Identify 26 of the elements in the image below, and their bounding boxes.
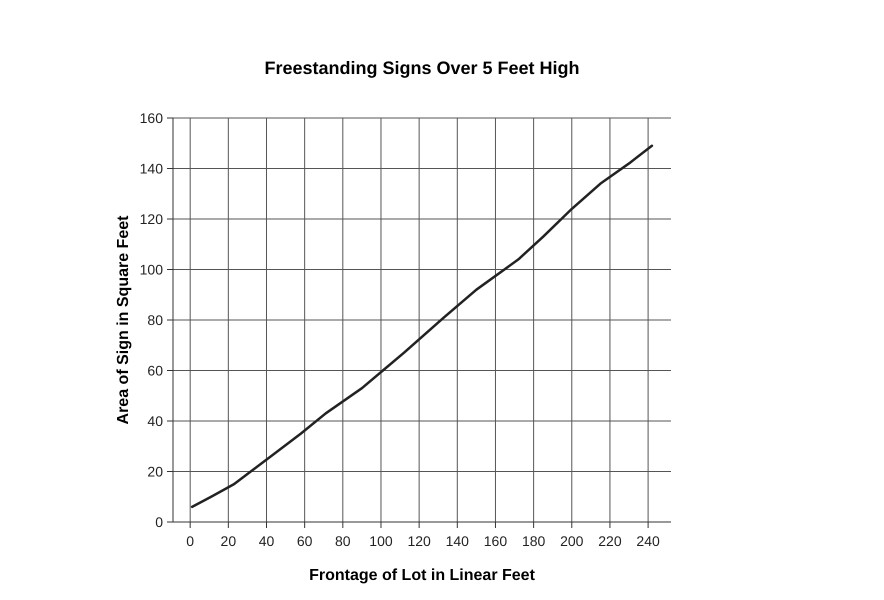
x-tick-label: 40 — [258, 533, 274, 549]
line-series — [190, 144, 654, 508]
x-tick-label: 120 — [407, 533, 432, 549]
y-tick-label: 60 — [147, 362, 164, 378]
x-tick-label: 60 — [296, 533, 313, 549]
y-tick-label: 0 — [155, 514, 164, 530]
x-tick-label: 20 — [220, 533, 236, 549]
y-tick-label: 40 — [147, 413, 164, 429]
x-tick-label: 220 — [598, 533, 622, 549]
x-tick-label: 100 — [369, 533, 393, 549]
y-tick-label: 20 — [147, 464, 164, 480]
chart-title: Freestanding Signs Over 5 Feet High — [264, 58, 580, 78]
y-axis-title: Area of Sign in Square Feet — [115, 214, 132, 424]
x-tick-label: 80 — [335, 533, 351, 549]
x-axis-title: Frontage of Lot in Linear Feet — [309, 567, 536, 584]
x-tick-label: 140 — [446, 533, 470, 549]
y-tick-label: 80 — [147, 312, 164, 328]
x-tick-label: 200 — [560, 533, 584, 549]
y-tick-label: 160 — [140, 110, 164, 126]
y-tick-label: 120 — [140, 211, 164, 227]
x-tick-label: 160 — [484, 533, 508, 549]
y-tick-label: 140 — [140, 160, 164, 176]
x-tick-label: 180 — [522, 533, 546, 549]
x-tick-label: 240 — [636, 533, 660, 549]
x-tick-label: 0 — [186, 533, 194, 549]
y-tick-label: 100 — [140, 262, 164, 278]
